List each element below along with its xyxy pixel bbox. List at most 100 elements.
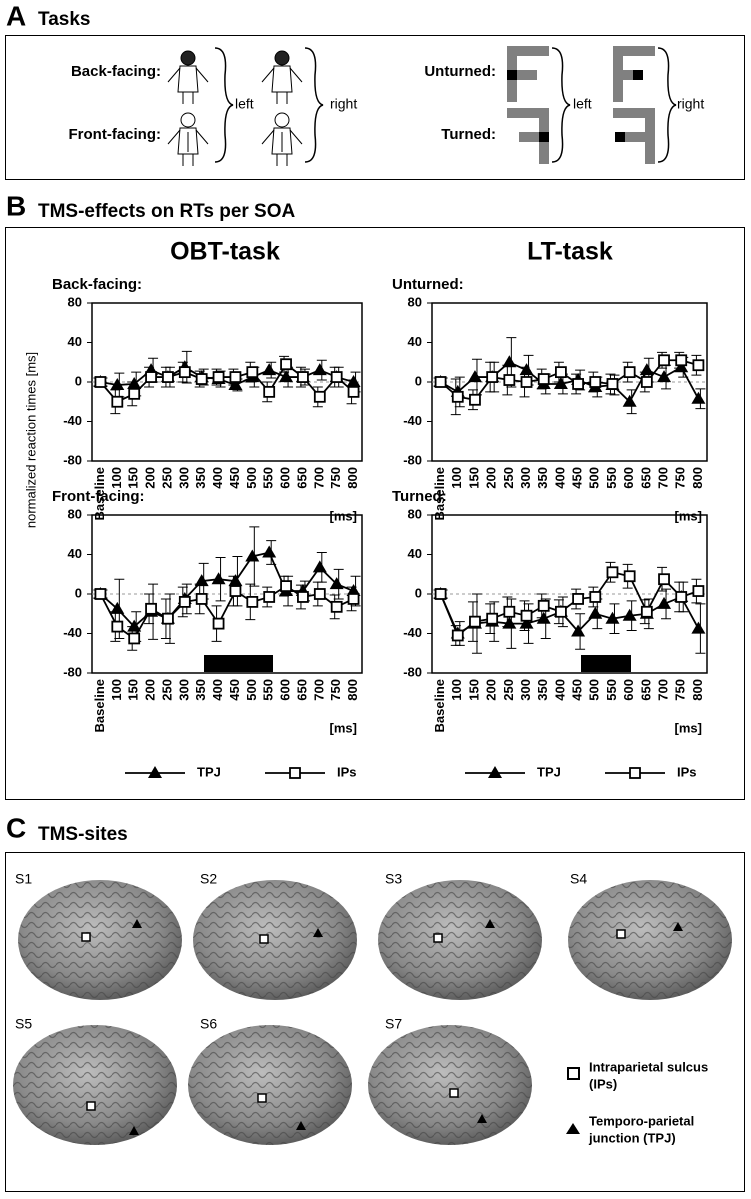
chart-subtitle: Unturned: (392, 276, 464, 293)
point (127, 376, 142, 389)
point (246, 366, 259, 379)
point (555, 366, 567, 379)
panel-letter: B (6, 190, 26, 221)
point (675, 354, 688, 367)
y-tick-label: -80 (63, 452, 82, 467)
legend-marker (629, 767, 641, 779)
tpj-marker (296, 1121, 306, 1130)
point (262, 545, 277, 558)
stim-bar (581, 655, 631, 672)
x-tick-label: 200 (143, 467, 158, 489)
legend-marker (148, 766, 162, 778)
x-tick-label: 350 (193, 679, 208, 701)
brain-texture (188, 1025, 352, 1145)
point (639, 363, 654, 376)
y-tick-label: -40 (403, 625, 422, 640)
brain-texture (18, 880, 182, 1000)
point (162, 371, 174, 383)
x-tick-label: 800 (690, 467, 705, 489)
point (330, 600, 343, 613)
ips-marker (86, 1101, 96, 1111)
site-label: S5 (15, 1016, 32, 1032)
legend-label: IPs (337, 764, 357, 779)
chart-subtitle: Back-facing: (52, 276, 142, 293)
site-label: S7 (385, 1016, 402, 1032)
x-tick-label: 200 (484, 467, 499, 489)
point (553, 376, 568, 389)
point (469, 615, 481, 628)
point (94, 588, 107, 600)
point (212, 371, 225, 383)
column-title: LT-task (527, 238, 613, 266)
x-tick-label: 550 (604, 679, 619, 701)
x-tick-label: 400 (552, 679, 567, 701)
y-tick-label: 40 (408, 546, 422, 561)
point (571, 624, 586, 637)
point (313, 390, 326, 403)
x-tick-label: 600 (621, 679, 636, 701)
series-line (440, 361, 700, 404)
point (178, 596, 191, 608)
x-tick-label: 700 (655, 679, 670, 701)
brace-label: left (235, 96, 254, 112)
point (572, 593, 584, 605)
ips-marker (616, 929, 626, 939)
point (329, 577, 344, 590)
site-label: S2 (200, 871, 217, 887)
point (229, 371, 242, 383)
site-label: S6 (200, 1016, 217, 1032)
point (128, 387, 141, 400)
point (312, 363, 327, 376)
y-tick-label: -40 (63, 625, 82, 640)
y-tick-label: 0 (415, 373, 422, 388)
brain-texture (368, 1025, 532, 1145)
point (297, 371, 309, 383)
point (606, 378, 619, 390)
x-unit: [ms] (675, 720, 702, 735)
x-tick-label: 750 (328, 679, 343, 701)
y-tick-label: 40 (408, 334, 422, 349)
ips-marker (257, 1093, 267, 1103)
x-tick-label: 100 (109, 679, 124, 701)
braces (214, 47, 677, 163)
x-tick-label: 300 (518, 679, 533, 701)
x-tick-label: 400 (210, 467, 225, 489)
point (145, 371, 157, 383)
y-tick-label: 80 (408, 294, 422, 309)
brain-texture (568, 880, 732, 1000)
x-tick-label: 100 (109, 467, 124, 489)
point (657, 370, 672, 383)
point (434, 376, 447, 388)
series-line (440, 359, 699, 401)
x-tick-label: 800 (345, 679, 360, 701)
tpj-marker (129, 1126, 139, 1135)
legend-triangle (566, 1123, 580, 1134)
point (330, 371, 343, 383)
x-tick-label: Baseline (92, 467, 107, 520)
point (246, 596, 259, 608)
y-tick-label: -80 (63, 664, 82, 679)
ips-marker (433, 933, 443, 943)
brain-texture (378, 880, 542, 1000)
tpj-marker (485, 919, 495, 928)
point (451, 390, 464, 403)
point (280, 358, 292, 371)
point (245, 549, 260, 562)
x-tick-label: 100 (449, 679, 464, 701)
point (519, 363, 534, 376)
point (589, 376, 602, 388)
x-tick-label: 750 (673, 679, 688, 701)
point (127, 619, 142, 632)
x-tick-label: 600 (278, 467, 293, 489)
x-tick-label: 350 (193, 467, 208, 489)
y-tick-label: 0 (75, 373, 82, 388)
point (111, 395, 124, 408)
y-tick-label: -40 (63, 413, 82, 428)
tpj-marker (477, 1114, 487, 1123)
point (228, 377, 243, 390)
x-unit: [ms] (675, 508, 702, 523)
series-line (99, 551, 354, 628)
point (502, 616, 517, 629)
x-tick-label: 600 (278, 679, 293, 701)
